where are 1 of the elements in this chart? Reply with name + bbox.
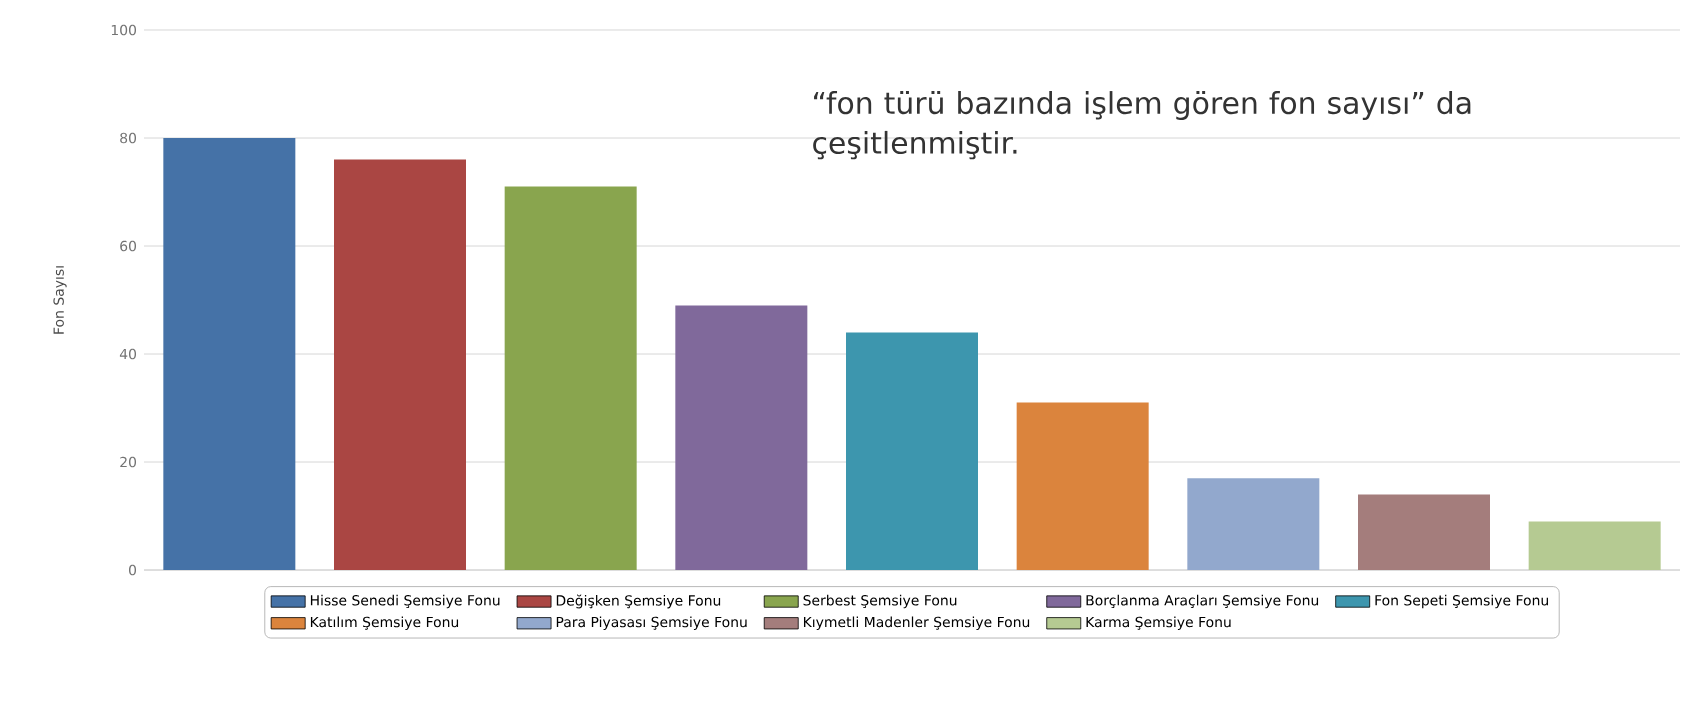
annotation: “fon türü bazında işlem gören fon sayısı” da çeşitlenmiştir. bbox=[813, 91, 1471, 160]
